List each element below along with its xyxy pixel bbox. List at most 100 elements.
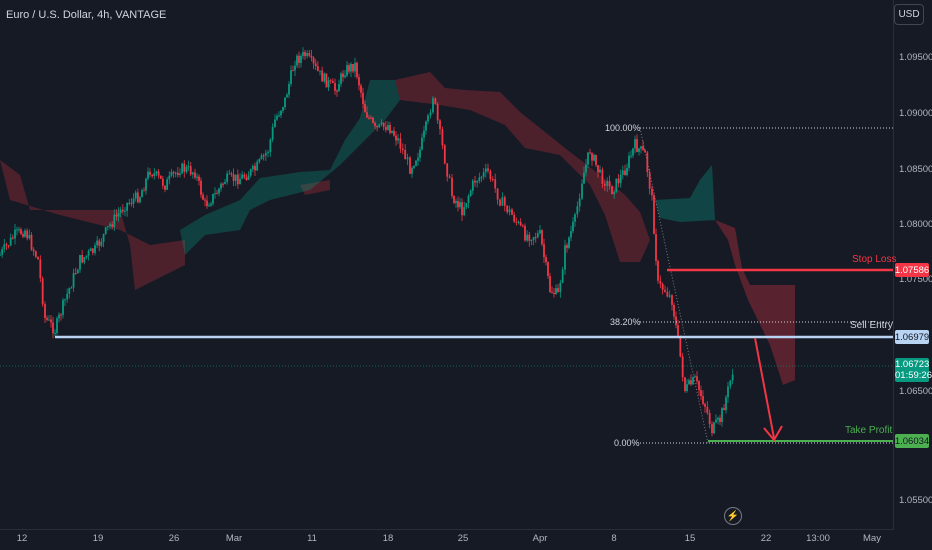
candle-body	[721, 408, 723, 422]
candle-body	[298, 55, 300, 63]
x-tick: Mar	[225, 533, 243, 544]
candle-body	[276, 115, 278, 120]
candle-body	[91, 248, 94, 253]
candle-body	[613, 191, 616, 195]
candle-body	[189, 166, 192, 175]
lightning-icon[interactable]: ⚡	[724, 507, 742, 525]
candle-body	[70, 287, 73, 289]
candle-body	[132, 198, 135, 204]
candle-body	[346, 65, 348, 76]
price-axis-divider	[893, 0, 894, 530]
candle-body	[30, 234, 33, 250]
candle-body	[441, 129, 444, 146]
candle-body	[572, 221, 574, 232]
candle-body	[136, 192, 139, 203]
candle-body	[85, 255, 88, 258]
stop-loss-label: Stop Loss	[852, 254, 897, 265]
candle-body	[401, 148, 404, 150]
candle-body	[541, 230, 543, 245]
fib-trend-line	[639, 127, 709, 444]
candle-body	[439, 120, 441, 130]
candle-body	[591, 153, 593, 161]
x-tick: 18	[382, 533, 394, 544]
candle-body	[534, 237, 537, 239]
candle-body	[352, 63, 354, 72]
candle-body	[653, 195, 655, 235]
candle-body	[417, 157, 419, 161]
take-profit-label: Take Profit	[845, 425, 893, 436]
candle-body	[499, 199, 501, 206]
cloud-layer	[0, 72, 795, 385]
candle-body	[128, 202, 131, 204]
candle-body	[491, 179, 494, 181]
candle-body	[356, 62, 358, 78]
candle-body	[376, 126, 379, 128]
candle-body	[461, 202, 463, 216]
candle-body	[595, 154, 597, 166]
candle-body	[117, 213, 120, 217]
candle-body	[179, 173, 181, 176]
candle-body	[675, 316, 677, 326]
candle-body	[382, 122, 385, 127]
candle-body	[668, 295, 671, 297]
candle-body	[513, 214, 516, 222]
candle-body	[147, 171, 149, 179]
candle-body	[700, 390, 702, 397]
candle-body	[16, 229, 18, 231]
candle-body	[198, 176, 200, 181]
x-tick: 8	[611, 533, 617, 544]
candle-body	[587, 152, 589, 165]
candle-body	[545, 257, 547, 263]
candle-body	[664, 289, 666, 292]
candle-body	[228, 173, 231, 175]
candle-body	[406, 157, 409, 160]
candle-body	[566, 245, 568, 248]
candle-body	[636, 139, 638, 152]
candle-body	[465, 203, 468, 208]
candle-body	[208, 205, 210, 207]
candle-body	[713, 422, 715, 434]
candle-body	[574, 214, 576, 222]
fib-38-label: 38.20%	[610, 317, 641, 327]
candle-body	[191, 172, 194, 175]
candle-body	[570, 231, 572, 238]
candle-body	[585, 164, 587, 173]
candle-body	[194, 172, 196, 178]
candle-body	[220, 183, 222, 189]
candle-body	[391, 130, 393, 133]
candle-body	[628, 155, 630, 168]
candle-body	[626, 167, 628, 176]
candle-body	[124, 210, 126, 212]
candle-body	[174, 172, 177, 174]
candle-body	[553, 292, 555, 295]
candle-body	[239, 178, 241, 185]
candle-body	[436, 103, 439, 121]
candle-body	[443, 145, 446, 164]
candle-body	[419, 149, 421, 158]
candle-body	[121, 209, 124, 212]
candle-body	[334, 82, 336, 91]
candle-body	[501, 197, 504, 206]
candle-body	[467, 195, 470, 204]
candle-body	[692, 377, 694, 385]
candle-body	[185, 167, 188, 172]
candle-body	[451, 177, 453, 196]
candle-body	[218, 188, 220, 194]
candle-body	[37, 256, 39, 260]
x-tick: May	[863, 533, 881, 544]
currency-button[interactable]: USD	[894, 4, 924, 25]
candle-body	[102, 234, 105, 242]
candle-body	[28, 234, 31, 239]
candle-body	[166, 179, 169, 190]
candle-body	[723, 408, 725, 411]
candle-body	[62, 300, 64, 315]
candle-body	[630, 155, 632, 157]
candle-body	[310, 55, 313, 58]
candle-body	[280, 110, 282, 116]
candle-body	[688, 380, 690, 385]
candle-body	[243, 174, 246, 178]
candle-body	[599, 169, 601, 173]
candle-body	[68, 288, 71, 294]
candle-body	[719, 417, 721, 422]
